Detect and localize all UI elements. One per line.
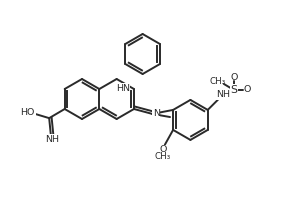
Text: O: O [159,145,167,154]
Text: HO: HO [21,108,35,117]
Text: NH: NH [45,135,59,144]
Text: CH₃: CH₃ [155,152,171,161]
Text: NH: NH [216,90,230,99]
Text: HN: HN [116,84,130,93]
Text: S: S [230,85,237,95]
Text: N: N [153,109,160,118]
Text: O: O [243,85,250,94]
Text: O: O [230,73,237,82]
Text: CH₃: CH₃ [210,77,226,86]
